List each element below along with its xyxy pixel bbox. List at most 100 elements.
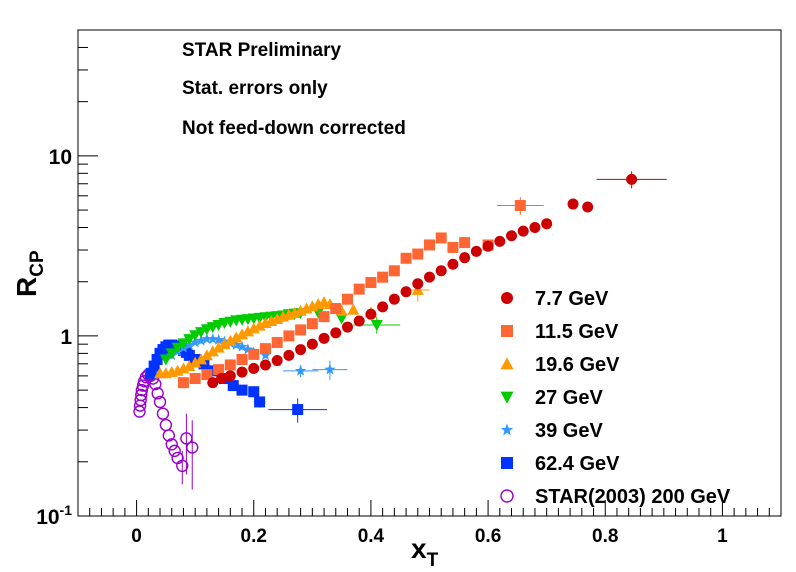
data-point [168,444,181,458]
data-point [134,393,147,407]
data-point [189,373,201,385]
data-point [567,198,579,210]
data-point [230,331,243,343]
y-tick-exponent: -1 [60,502,73,518]
data-point [318,332,330,344]
data-point [224,334,237,346]
series-27-gev [159,307,401,366]
data-point [195,334,207,346]
x-tick-label: 0.8 [592,526,618,547]
data-point [254,396,266,408]
data-point [207,377,219,389]
data-point [224,359,236,371]
data-point [156,407,170,420]
legend-marker [500,357,514,370]
data-point [248,362,260,374]
data-point [212,341,225,353]
x-tick-label: 0.4 [358,526,385,547]
data-point [201,333,213,345]
data-point [259,359,271,371]
data-point [295,344,307,356]
data-point [435,232,447,244]
data-point [306,318,318,330]
data-point [177,338,190,350]
data-point [459,252,471,264]
data-point [230,338,242,350]
data-point [206,333,219,345]
x-tick-label: 0 [131,526,142,547]
series-star-2003-200-gev [133,368,199,490]
legend-label: 11.5 GeV [535,321,619,343]
data-point [400,286,412,298]
data-point [424,271,435,283]
data-point [236,353,248,365]
data-point [626,173,638,185]
data-point [377,301,389,313]
data-point [148,360,160,372]
data-point [330,327,342,339]
x-tick-label: 0.6 [475,526,501,547]
data-point [235,328,249,340]
series-11-5-gev [177,197,544,389]
data-point [176,459,189,473]
data-point [248,348,260,360]
data-point [365,277,377,289]
data-point [207,365,219,377]
data-point [283,349,295,361]
data-point [271,336,283,348]
data-point [494,235,506,247]
x-tick-label: 1 [717,526,728,547]
data-point [447,258,459,270]
data-point [151,387,164,400]
data-point [292,404,304,416]
data-point [153,395,167,409]
legend: 7.7 GeV 11.5 GeV 19.6 GeV 27 GeV 39 GeV 62.4 … [500,288,731,508]
data-point [365,308,377,320]
y-tick-label: 1 [60,326,72,349]
data-point [330,303,342,315]
data-point [341,321,353,333]
data-point [236,384,248,396]
data-point [412,248,424,260]
data-point [259,343,271,355]
data-point [224,370,236,382]
data-point [247,322,260,334]
data-point [135,383,149,397]
data-point [517,225,529,237]
data-point [159,418,173,432]
legend-marker [501,325,513,337]
data-point [189,356,202,368]
x-tick-label: 0.2 [241,526,267,547]
data-point [470,245,482,257]
legend-label: 62.4 GeV [535,453,620,475]
legend-marker [500,423,514,436]
data-point [324,363,336,375]
y-axis-title-main: R [11,277,42,297]
legend-label: STAR(2003) 200 GeV [535,486,731,508]
data-point [295,324,307,336]
data-point [582,201,594,213]
series-19-6-gev [153,279,430,379]
data-point [151,353,163,365]
data-point [177,377,189,389]
data-point [506,230,518,242]
data-point [183,349,195,361]
data-point [514,200,526,212]
data-point [259,349,272,361]
data-point [183,334,196,346]
legend-label: 7.7 GeV [535,288,609,310]
data-point [135,388,148,402]
data-point [145,367,157,379]
data-point [165,348,178,360]
data-point [294,364,307,376]
data-point [400,252,412,264]
data-point [335,313,348,325]
legend-label: 39 GeV [535,420,603,442]
data-point [377,271,389,283]
data-point [213,364,225,376]
data-point [271,355,283,367]
data-point [353,315,365,327]
data-point [388,293,400,305]
data-point [218,338,231,350]
